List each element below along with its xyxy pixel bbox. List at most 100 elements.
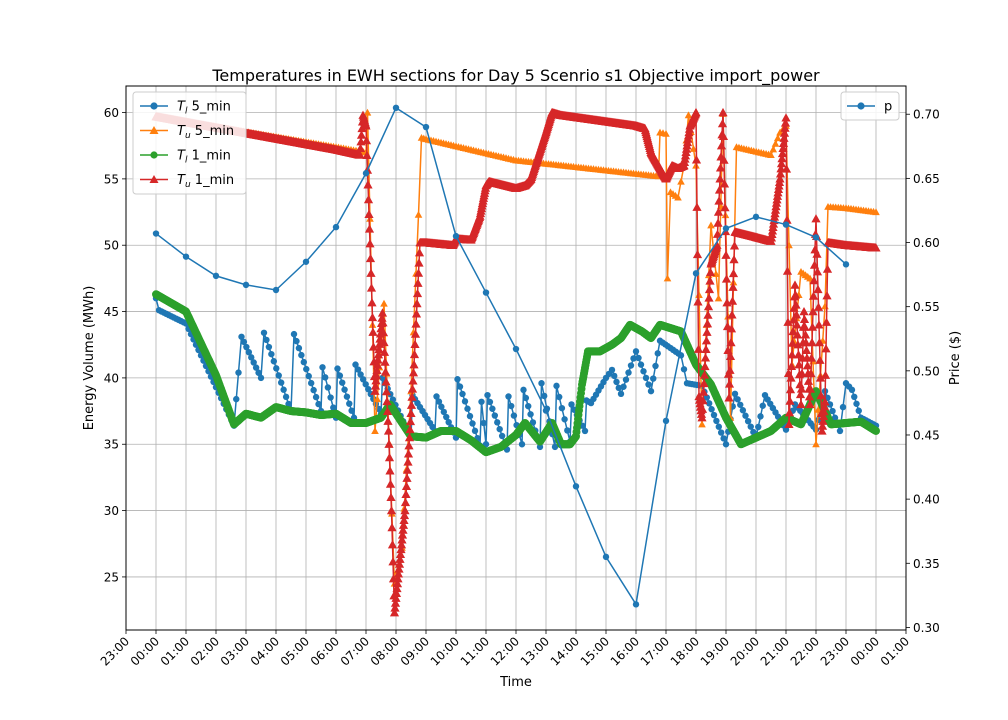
data-point — [808, 306, 818, 316]
series-line — [155, 106, 847, 607]
data-point — [602, 553, 610, 561]
legend-left: Tl 5_min Tu 5_min Tl 1_min Tu 1_min — [132, 91, 247, 195]
data-point — [822, 264, 833, 273]
data-point — [370, 381, 381, 390]
data-point — [794, 360, 804, 369]
legend-entry: Tl 5_min — [140, 100, 231, 117]
data-point — [381, 387, 392, 396]
data-point — [627, 362, 635, 369]
chart-title: Temperatures in EWH sections for Day 5 S… — [211, 66, 820, 86]
legend-marker — [149, 175, 159, 183]
data-point — [674, 193, 682, 201]
data-point — [693, 344, 704, 353]
data-point — [721, 274, 732, 283]
data-point — [706, 400, 713, 407]
data-point — [295, 344, 303, 352]
data-point — [775, 169, 786, 178]
data-point — [327, 394, 334, 401]
data-point — [396, 540, 407, 549]
data-point — [362, 381, 369, 388]
data-point — [647, 387, 655, 395]
data-point — [731, 390, 739, 398]
data-point — [701, 336, 712, 345]
data-point — [620, 383, 627, 390]
data-point — [782, 266, 793, 275]
data-point — [714, 196, 724, 205]
y-tick-label: 30 — [104, 504, 119, 518]
data-point — [243, 343, 250, 351]
y-right-tick-label: 0.35 — [913, 557, 940, 571]
data-point — [808, 291, 819, 300]
data-point — [399, 510, 410, 520]
data-point — [466, 412, 474, 420]
data-point — [654, 350, 661, 357]
data-point — [411, 309, 422, 318]
data-point — [734, 396, 741, 403]
data-point — [718, 131, 729, 140]
data-point — [632, 601, 640, 608]
data-point — [729, 254, 739, 264]
data-point — [725, 365, 735, 374]
data-point — [401, 489, 411, 499]
data-point — [568, 401, 575, 408]
data-point — [393, 569, 404, 578]
data-point — [697, 404, 708, 413]
y-right-tick-label: 0.45 — [913, 428, 940, 442]
data-point — [728, 282, 738, 291]
data-point — [242, 281, 250, 289]
data-point — [400, 505, 410, 515]
data-point — [408, 368, 419, 377]
data-point — [383, 416, 393, 425]
data-point — [801, 345, 812, 354]
data-point — [392, 104, 400, 112]
data-point — [409, 360, 419, 369]
data-point — [386, 492, 396, 501]
data-point — [720, 203, 730, 212]
data-point — [776, 159, 787, 168]
data-point — [712, 240, 722, 249]
data-point — [613, 378, 620, 386]
data-point — [525, 402, 532, 410]
data-point — [382, 396, 392, 406]
data-point — [640, 368, 647, 375]
data-point — [795, 389, 806, 399]
data-point — [812, 234, 820, 241]
series-p — [152, 104, 850, 608]
data-point — [622, 376, 630, 383]
y-right-tick-label: 0.55 — [913, 300, 940, 314]
data-point — [391, 593, 401, 602]
y-axis-right-title: Price ($) — [948, 331, 963, 385]
data-point — [520, 386, 527, 394]
data-point — [298, 351, 305, 359]
data-point — [782, 215, 792, 224]
data-point — [412, 299, 422, 308]
data-point — [635, 354, 642, 362]
data-point — [361, 121, 371, 130]
data-point — [677, 177, 685, 185]
data-point — [737, 401, 744, 408]
data-point — [698, 396, 708, 405]
y-right-tick-label: 0.60 — [913, 236, 940, 250]
data-point — [784, 408, 795, 417]
data-point — [357, 123, 367, 133]
data-point — [692, 270, 700, 277]
y-right-tick-label: 0.40 — [913, 493, 940, 507]
data-point — [773, 134, 782, 142]
data-point — [293, 337, 300, 345]
data-point — [355, 143, 366, 153]
data-point — [581, 427, 589, 435]
data-point — [319, 364, 326, 371]
data-point — [303, 365, 310, 373]
data-point — [407, 384, 418, 393]
data-point — [853, 400, 860, 407]
data-point — [356, 130, 367, 139]
data-point — [484, 391, 491, 399]
data-point — [713, 207, 724, 216]
data-point — [642, 374, 650, 382]
data-point — [404, 433, 415, 442]
data-point — [354, 366, 362, 373]
data-point — [625, 369, 632, 376]
data-point — [408, 376, 418, 385]
data-point — [727, 310, 737, 319]
data-point — [572, 483, 580, 490]
